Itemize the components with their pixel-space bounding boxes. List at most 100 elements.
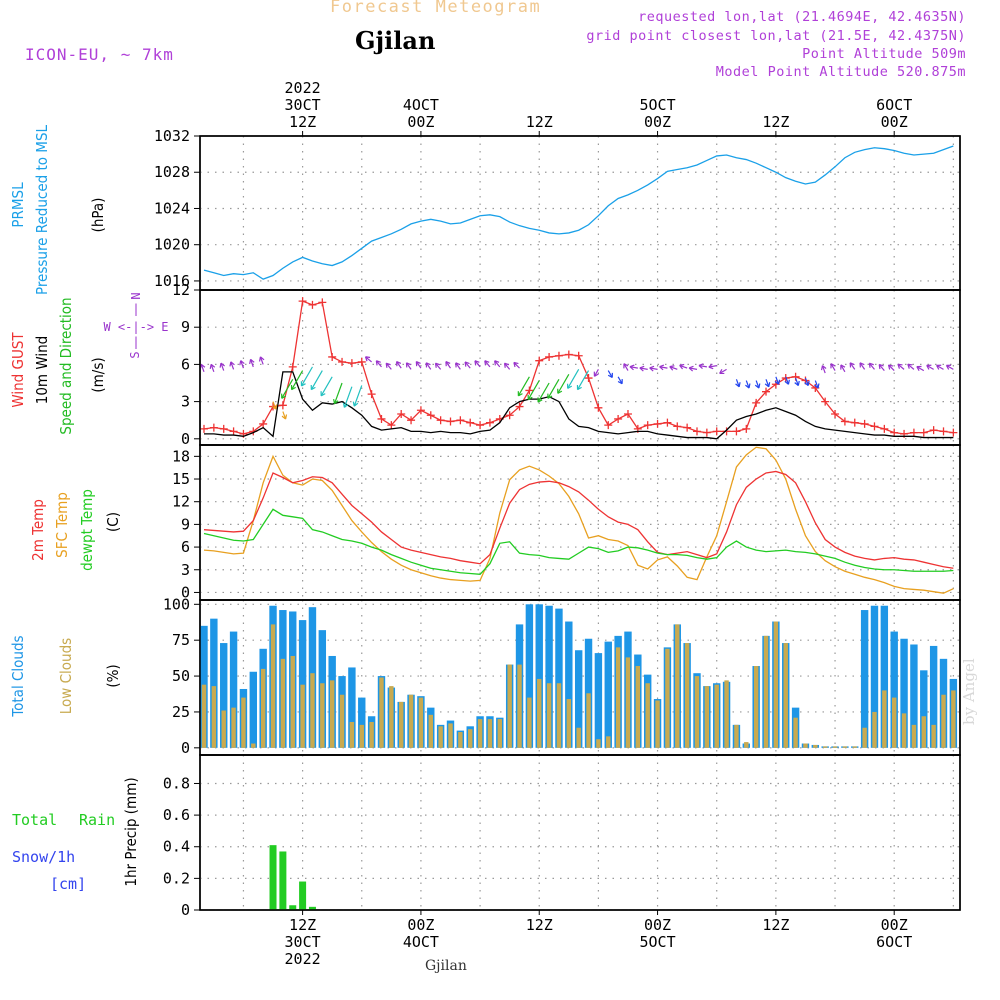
gust-marker [308, 300, 317, 309]
label-rain: Rain [79, 811, 115, 829]
label-10m-wind: 10m Wind [33, 336, 51, 405]
wind-direction-arrowhead [887, 364, 894, 370]
x-tick-label-top: 12Z [526, 113, 553, 131]
y-tick-label: 0 [181, 901, 190, 919]
gust-marker [288, 362, 297, 371]
gust-marker [643, 421, 652, 430]
x-tick-label-bottom: 12Z [526, 916, 553, 934]
wind-direction-arrow [291, 370, 304, 390]
gust-marker [426, 411, 435, 420]
wind-direction-arrowhead [258, 356, 265, 362]
x-tick-label-bottom: 30CT [285, 933, 321, 951]
bar-low-clouds [527, 697, 532, 748]
wind-direction-arrowhead [455, 362, 461, 368]
label-snow: Snow/1h [12, 848, 75, 866]
gust-marker [831, 410, 840, 418]
bar-low-clouds [951, 690, 956, 748]
label-snow-unit: [cm] [50, 875, 86, 893]
x-tick-label-top: 00Z [644, 113, 671, 131]
wind-direction-arrowhead [229, 361, 235, 367]
wind-direction-arrowhead [659, 364, 665, 371]
bar-low-clouds [911, 724, 917, 748]
wind-direction-arrow [320, 376, 333, 397]
bar-low-clouds [329, 680, 335, 748]
wind-direction-arrowhead [878, 363, 884, 370]
bar-total-clouds [594, 653, 603, 748]
gust-marker [840, 417, 849, 426]
gust-marker [762, 387, 771, 396]
wind-direction-arrow [513, 362, 520, 369]
wind-direction-arrow [593, 369, 599, 377]
wind-direction-arrow [259, 356, 264, 365]
bar-total-rain [279, 851, 287, 910]
x-tick-label-top: 6OCT [876, 96, 912, 114]
wind-direction-arrow [946, 364, 954, 370]
gust-marker [200, 424, 208, 433]
bar-total-clouds [210, 618, 218, 748]
wind-direction-arrow [396, 361, 402, 369]
y-tick-label: 0.4 [163, 838, 190, 856]
compass-west-east: W <-|-> E [103, 320, 168, 334]
bar-low-clouds [566, 699, 572, 748]
wind-direction-arrow [755, 380, 760, 389]
wind-direction-arrow [282, 411, 287, 420]
wind-direction-arrow [333, 382, 343, 404]
x-tick-label-bottom: 6OCT [876, 933, 912, 951]
x-tick-label-bottom: 12Z [289, 916, 316, 934]
label-prmsl: PRMSL [9, 182, 27, 228]
wind-direction-arrowhead [474, 360, 480, 366]
wind-direction-arrowhead [434, 362, 441, 368]
gust-marker [298, 297, 307, 306]
x-tick-label-bottom: 12Z [762, 916, 789, 934]
label-total-clouds: Total Clouds [9, 635, 27, 717]
wind-direction-arrowhead [840, 364, 846, 370]
gust-marker [880, 424, 889, 433]
gust-marker [673, 422, 682, 431]
wind-direction-arrowhead [859, 362, 865, 368]
wind-direction-arrow [455, 362, 461, 370]
gust-marker [623, 410, 632, 418]
gust-marker [318, 298, 327, 307]
wind-direction-arrow [623, 363, 629, 371]
bar-low-clouds [300, 684, 305, 748]
wind-direction-arrowhead [593, 371, 599, 377]
bar-total-clouds [870, 605, 879, 748]
bar-low-clouds [379, 677, 384, 748]
bar-low-clouds [882, 690, 887, 748]
gust-marker [564, 350, 573, 359]
bar-low-clouds [941, 694, 946, 748]
bar-low-clouds [320, 683, 325, 748]
gust-marker [594, 403, 603, 412]
wind-direction-arrow [814, 380, 819, 389]
wind-direction-arrowhead [794, 380, 800, 387]
wind-direction-arrowhead [907, 363, 913, 369]
wind-direction-arrowhead [649, 365, 655, 372]
bar-total-clouds [229, 631, 238, 748]
label-clouds-unit: (%) [104, 664, 122, 687]
bar-low-clouds [852, 746, 857, 748]
wind-direction-arrow [830, 363, 836, 371]
wind-direction-arrowhead [342, 402, 349, 408]
wind-direction-arrowhead [868, 362, 874, 368]
bar-total-clouds [929, 645, 938, 748]
label-temp-unit: (C) [104, 512, 122, 532]
wind-direction-arrowhead [320, 391, 326, 397]
bar-low-clouds [675, 624, 680, 748]
x-tick-label-bottom: 2022 [285, 950, 321, 968]
wind-direction-arrow [494, 360, 501, 368]
gust-marker [545, 352, 554, 361]
gust-marker [909, 428, 918, 437]
gust-marker [722, 427, 731, 436]
time-grid [242, 136, 954, 910]
y-tick-label: 15 [172, 470, 190, 488]
gust-marker [604, 421, 613, 430]
gust-marker [347, 359, 356, 368]
bar-total-clouds [910, 644, 918, 748]
wind-direction-arrowhead [698, 363, 704, 370]
gust-marker [870, 422, 879, 431]
wind-direction-arrow [281, 378, 294, 399]
bar-low-clouds [241, 697, 246, 748]
wind-direction-arrowhead [629, 364, 635, 371]
wind-direction-arrow [639, 367, 648, 370]
y-tick-label: 75 [172, 631, 190, 649]
